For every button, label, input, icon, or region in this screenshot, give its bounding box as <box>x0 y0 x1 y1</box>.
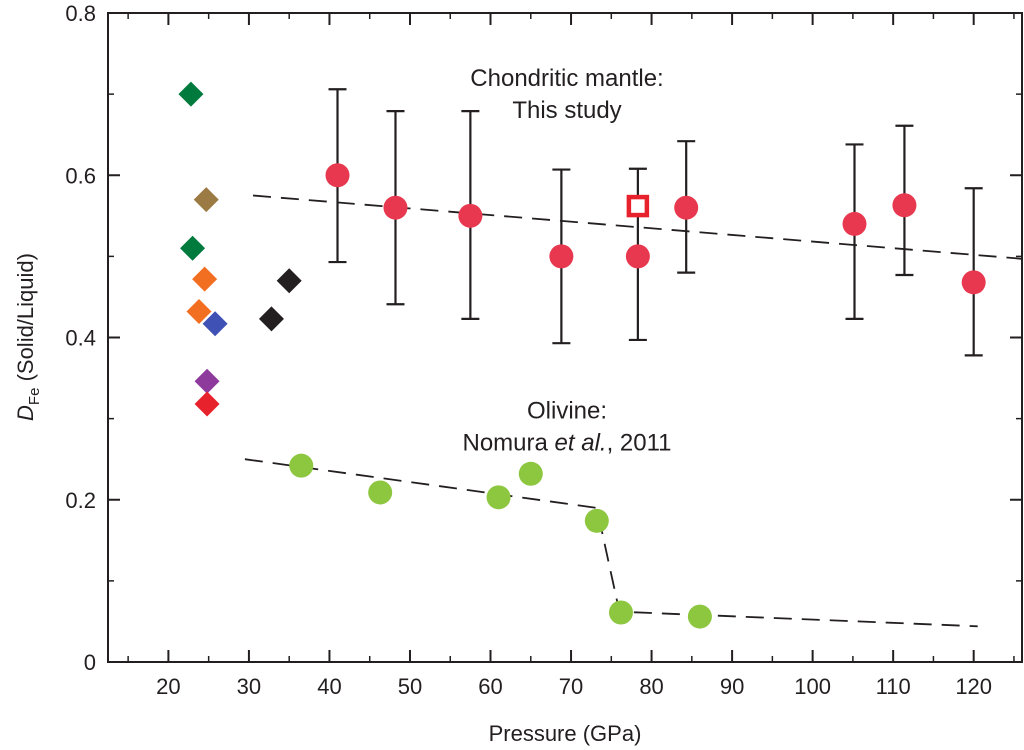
data-point-diamond <box>193 187 219 213</box>
data-point-diamond <box>180 235 206 261</box>
y-tick-label: 0.6 <box>65 163 96 188</box>
data-point-circle <box>325 163 350 188</box>
y-axis-title-symbol: D <box>13 405 38 421</box>
data-markers <box>178 81 986 629</box>
data-point-circle <box>625 244 650 269</box>
y-tick-label: 0.8 <box>65 1 96 26</box>
error-bars <box>328 88 983 357</box>
data-point-circle <box>842 211 867 236</box>
y-axis: 0 0.2 0.4 0.6 0.8 <box>65 1 1022 675</box>
x-tick-label: 90 <box>720 674 744 699</box>
data-point-circle <box>687 604 712 629</box>
data-point-diamond <box>178 81 204 107</box>
data-point-circle <box>674 195 699 220</box>
data-point-circle <box>289 453 314 478</box>
x-axis-title: Pressure (GPa) <box>489 721 642 746</box>
y-tick-label: 0.4 <box>65 326 96 351</box>
x-tick-label: 120 <box>955 674 992 699</box>
data-point-circle <box>584 508 609 533</box>
data-point-diamond <box>258 306 284 332</box>
x-tick-label: 30 <box>237 674 261 699</box>
x-tick-label: 20 <box>156 674 180 699</box>
data-point-circle <box>458 203 483 228</box>
data-point-circle <box>549 244 574 269</box>
data-point-square <box>626 194 650 218</box>
annotation-line: This study <box>512 97 621 124</box>
data-point-circle <box>368 480 393 505</box>
data-point-diamond <box>202 311 228 337</box>
x-tick-label: 100 <box>794 674 831 699</box>
x-tick-label: 60 <box>478 674 502 699</box>
annotation-line: Nomura et al., 2011 <box>463 430 672 457</box>
data-point-diamond <box>192 266 218 292</box>
fit-line <box>244 458 978 628</box>
y-tick-label: 0 <box>84 650 96 675</box>
data-point-diamond <box>194 391 220 417</box>
fit-line <box>252 194 1023 260</box>
data-point-diamond <box>194 368 220 394</box>
y-tick-label: 0.2 <box>65 488 96 513</box>
x-tick-label: 110 <box>876 674 911 699</box>
x-tick-label: 80 <box>639 674 663 699</box>
annotations: Chondritic mantle: This study Olivine: Nomu… <box>463 65 672 457</box>
x-tick-label: 70 <box>559 674 583 699</box>
fit-lines <box>244 194 1023 628</box>
data-point-circle <box>383 195 408 220</box>
data-point-circle <box>518 461 543 486</box>
data-point-diamond <box>186 299 212 325</box>
annotation-line: Chondritic mantle: <box>470 65 663 92</box>
data-point-circle <box>892 193 917 218</box>
data-point-circle <box>486 485 511 510</box>
y-axis-title-rest: (Solid/Liquid) <box>13 253 38 388</box>
data-point-diamond <box>276 268 302 294</box>
y-axis-title: DFe (Solid/Liquid) <box>13 253 43 421</box>
annotation-line: Olivine: <box>527 398 607 425</box>
y-axis-title-subscript: Fe <box>26 388 43 406</box>
x-tick-label: 40 <box>317 674 341 699</box>
x-tick-label: 50 <box>398 674 422 699</box>
x-axis: 20 30 40 50 60 70 80 90 100 110 120 <box>127 13 1015 699</box>
data-point-circle <box>961 270 986 295</box>
data-point-circle <box>608 600 633 625</box>
